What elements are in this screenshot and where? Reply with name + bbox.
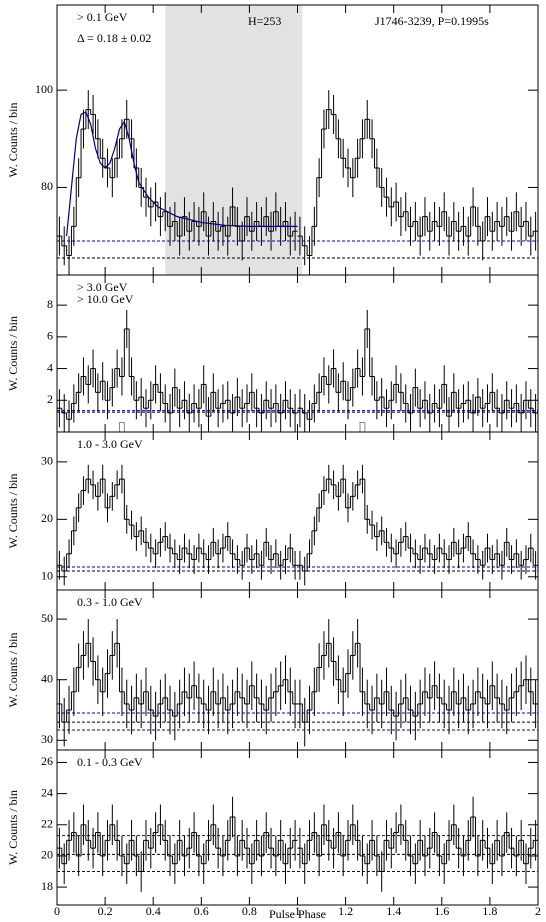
y-tick-label: 18 [41, 879, 53, 893]
energy-label: > 0.1 GeV [77, 10, 128, 24]
y-tick-label: 50 [41, 611, 53, 625]
x-tick-label: 1.2 [338, 904, 353, 918]
off-pulse-region [165, 5, 303, 275]
x-tick-label: 0.4 [146, 904, 161, 918]
y-tick-label: 100 [35, 82, 53, 96]
y-tick-label: 40 [41, 671, 53, 685]
annotation: J1746-3239, P=0.1995s [375, 14, 489, 28]
y-tick-label: 20 [41, 848, 53, 862]
y-tick-label: 80 [41, 179, 53, 193]
energy-label: 1.0 - 3.0 GeV [77, 437, 143, 451]
x-tick-label: 0.8 [242, 904, 257, 918]
y-tick-label: 2 [47, 392, 53, 406]
y-tick-label: 4 [47, 360, 53, 374]
y-axis-label: W. Counts / bin [6, 633, 20, 708]
y-tick-label: 6 [47, 329, 53, 343]
x-tick-label: 1.6 [434, 904, 449, 918]
y-tick-label: 10 [41, 569, 53, 583]
energy-label: > 3.0 GeV [77, 280, 128, 294]
y-tick-label: 26 [41, 754, 53, 768]
y-axis-label: W. Counts / bin [6, 103, 20, 178]
y-tick-label: 30 [41, 454, 53, 468]
y-axis-label: W. Counts / bin [6, 316, 20, 391]
plot-frame [56, 431, 539, 591]
plot-frame [56, 749, 539, 906]
annotation: Δ = 0.18 ± 0.02 [77, 31, 151, 45]
y-tick-label: 24 [41, 785, 53, 799]
x-axis-label: Pulse Phase [269, 907, 326, 921]
y-tick-label: 8 [47, 297, 53, 311]
sub-energy-label: > 10.0 GeV [77, 292, 134, 306]
x-tick-label: 1.8 [482, 904, 497, 918]
x-tick-label: 0.6 [194, 904, 209, 918]
sub-bar [359, 421, 366, 433]
x-tick-label: 1.4 [386, 904, 401, 918]
y-tick-label: 20 [41, 511, 53, 525]
y-tick-label: 30 [41, 732, 53, 746]
fit-curve [66, 111, 298, 237]
y-tick-label: 22 [41, 817, 53, 831]
y-axis-label: W. Counts / bin [6, 790, 20, 865]
x-tick-label: 0 [54, 904, 60, 918]
plot-frame [56, 589, 539, 751]
energy-label: 0.3 - 1.0 GeV [77, 595, 143, 609]
x-tick-label: 1 [295, 904, 301, 918]
energy-label: 0.1 - 0.3 GeV [77, 755, 143, 769]
x-tick-label: 0.2 [98, 904, 113, 918]
x-tick-label: 2 [535, 904, 541, 918]
sub-bar [119, 421, 125, 433]
y-axis-label: W. Counts / bin [6, 474, 20, 549]
annotation: H=253 [248, 14, 281, 28]
